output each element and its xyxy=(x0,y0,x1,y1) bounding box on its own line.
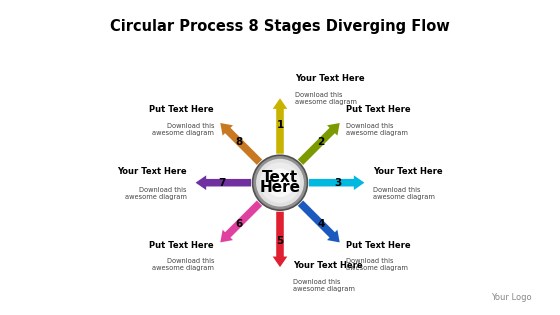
Text: Text: Text xyxy=(262,170,298,185)
FancyArrow shape xyxy=(220,201,262,243)
Text: 2: 2 xyxy=(318,137,324,147)
Circle shape xyxy=(265,168,295,197)
Text: Download this
awesome diagram: Download this awesome diagram xyxy=(125,187,186,200)
Text: 3: 3 xyxy=(334,178,342,188)
Text: Put Text Here: Put Text Here xyxy=(346,105,410,114)
Circle shape xyxy=(260,162,300,203)
FancyArrow shape xyxy=(195,175,251,190)
Text: Download this
awesome diagram: Download this awesome diagram xyxy=(152,258,214,271)
FancyArrow shape xyxy=(273,212,287,267)
Text: 7: 7 xyxy=(218,178,226,188)
Text: 5: 5 xyxy=(277,236,283,245)
Text: Download this
awesome diagram: Download this awesome diagram xyxy=(373,187,435,200)
FancyArrow shape xyxy=(298,123,340,165)
Text: Put Text Here: Put Text Here xyxy=(346,241,410,250)
Text: Download this
awesome diagram: Download this awesome diagram xyxy=(346,258,408,271)
Text: 8: 8 xyxy=(236,137,242,147)
Text: Your Text Here: Your Text Here xyxy=(117,167,186,176)
Text: Circular Process 8 Stages Diverging Flow: Circular Process 8 Stages Diverging Flow xyxy=(110,19,450,34)
Circle shape xyxy=(253,155,307,210)
Text: 1: 1 xyxy=(277,120,283,130)
Text: Put Text Here: Put Text Here xyxy=(150,105,214,114)
Text: Here: Here xyxy=(259,180,301,195)
FancyArrow shape xyxy=(309,175,365,190)
Text: Your Text Here: Your Text Here xyxy=(295,74,365,83)
Text: Put Text Here: Put Text Here xyxy=(150,241,214,250)
FancyArrow shape xyxy=(220,123,262,165)
FancyArrow shape xyxy=(273,98,287,154)
Text: Your Text Here: Your Text Here xyxy=(373,167,443,176)
Text: Download this
awesome diagram: Download this awesome diagram xyxy=(295,92,357,105)
Text: Download this
awesome diagram: Download this awesome diagram xyxy=(293,279,354,292)
Text: 6: 6 xyxy=(236,219,242,229)
FancyArrow shape xyxy=(298,201,340,243)
Text: Download this
awesome diagram: Download this awesome diagram xyxy=(346,123,408,136)
Text: Download this
awesome diagram: Download this awesome diagram xyxy=(152,123,214,136)
Text: Your Text Here: Your Text Here xyxy=(293,261,362,270)
Circle shape xyxy=(256,159,304,207)
Text: Your Logo: Your Logo xyxy=(491,293,532,302)
Circle shape xyxy=(273,175,287,190)
Text: 4: 4 xyxy=(317,219,325,229)
